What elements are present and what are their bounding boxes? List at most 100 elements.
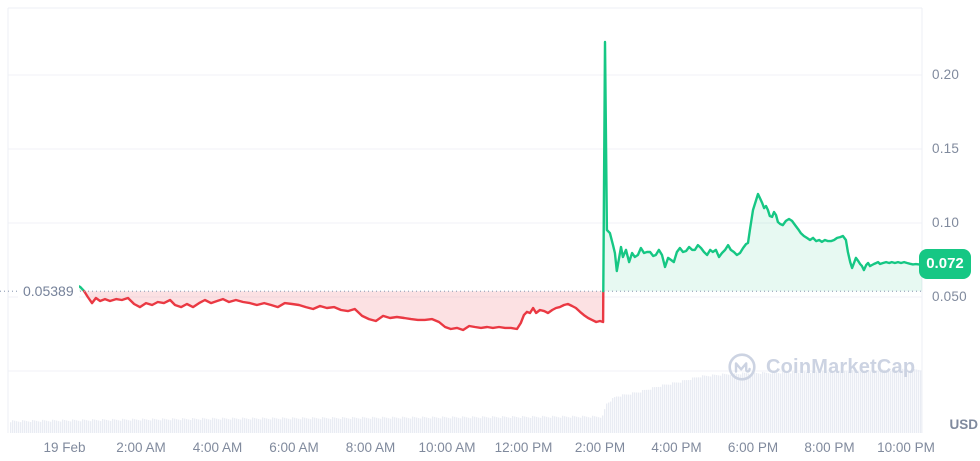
volume-bar bbox=[920, 370, 922, 433]
volume-bar bbox=[678, 382, 680, 433]
volume-bar bbox=[778, 373, 780, 433]
volume-bar bbox=[796, 372, 798, 433]
volume-bar bbox=[770, 373, 772, 433]
volume-bar bbox=[258, 418, 260, 433]
volume-bar bbox=[290, 419, 292, 433]
volume-bar bbox=[626, 394, 628, 433]
volume-bar bbox=[140, 420, 142, 433]
volume-bar bbox=[218, 419, 220, 433]
volume-bar bbox=[470, 418, 472, 433]
coinmarketcap-watermark: CoinMarketCap bbox=[727, 352, 915, 382]
volume-bar bbox=[22, 420, 24, 433]
volume-bar bbox=[502, 416, 504, 433]
volume-bar bbox=[448, 417, 450, 433]
volume-bar bbox=[746, 373, 748, 433]
volume-bar bbox=[134, 419, 136, 433]
volume-bar bbox=[498, 417, 500, 433]
volume-bar bbox=[750, 374, 752, 433]
volume-bar bbox=[532, 415, 534, 433]
volume-bar bbox=[616, 396, 618, 433]
volume-bar bbox=[354, 417, 356, 433]
volume-bar bbox=[104, 419, 106, 433]
volume-bar bbox=[900, 370, 902, 433]
volume-bar bbox=[884, 369, 886, 433]
volume-bar bbox=[478, 417, 480, 433]
volume-bar bbox=[486, 417, 488, 433]
volume-bar bbox=[720, 375, 722, 433]
volume-bar bbox=[298, 418, 300, 433]
volume-bar bbox=[708, 376, 710, 433]
volume-bar bbox=[854, 370, 856, 433]
volume-bar bbox=[220, 419, 222, 433]
volume-bar bbox=[724, 373, 726, 433]
volume-bar bbox=[362, 416, 364, 433]
volume-bar bbox=[726, 374, 728, 433]
volume-bar bbox=[474, 416, 476, 433]
volume-bar bbox=[156, 419, 158, 433]
x-tick-label: 4:00 AM bbox=[192, 440, 243, 455]
volume-bar bbox=[540, 417, 542, 433]
volume-bar bbox=[236, 418, 238, 433]
volume-bar bbox=[674, 382, 676, 433]
volume-bar bbox=[910, 370, 912, 433]
volume-bar bbox=[490, 418, 492, 433]
volume-bar bbox=[398, 418, 400, 433]
volume-bar bbox=[524, 416, 526, 433]
current-price-value: 0.072 bbox=[926, 255, 964, 273]
volume-bar bbox=[864, 370, 866, 433]
volume-bar bbox=[116, 419, 118, 433]
volume-bar bbox=[24, 420, 26, 433]
volume-bar bbox=[438, 417, 440, 433]
volume-bar bbox=[132, 418, 134, 433]
volume-bar bbox=[878, 370, 880, 433]
volume-bar bbox=[202, 417, 204, 433]
volume-bar bbox=[582, 415, 584, 433]
volume-bar bbox=[20, 422, 22, 433]
volume-bar bbox=[804, 371, 806, 433]
volume-bar bbox=[634, 392, 636, 433]
volume-bar bbox=[194, 418, 196, 433]
volume-bar bbox=[222, 417, 224, 433]
volume-bar bbox=[62, 419, 64, 433]
volume-bar bbox=[808, 372, 810, 433]
volume-bar bbox=[894, 369, 896, 433]
volume-bar bbox=[606, 403, 608, 433]
volume-bar bbox=[866, 370, 868, 433]
volume-bar bbox=[654, 387, 656, 433]
volume-bar bbox=[252, 417, 254, 433]
volume-bar bbox=[596, 416, 598, 433]
volume-bar bbox=[284, 417, 286, 433]
volume-bar bbox=[752, 372, 754, 433]
volume-bar bbox=[618, 396, 620, 433]
volume-bar bbox=[348, 418, 350, 433]
volume-bar bbox=[148, 419, 150, 433]
volume-bar bbox=[722, 373, 724, 433]
volume-bar bbox=[346, 417, 348, 433]
volume-bar bbox=[534, 416, 536, 433]
volume-bar bbox=[48, 421, 50, 433]
x-tick-label: 12:00 PM bbox=[494, 440, 553, 455]
volume-bar bbox=[56, 420, 58, 433]
volume-bar bbox=[450, 418, 452, 433]
volume-bar bbox=[98, 420, 100, 433]
volume-bar bbox=[544, 416, 546, 433]
volume-bar bbox=[488, 417, 490, 433]
volume-bar bbox=[78, 420, 80, 433]
volume-bar bbox=[538, 417, 540, 433]
volume-bar bbox=[494, 416, 496, 433]
volume-bar bbox=[424, 417, 426, 433]
volume-bar bbox=[458, 417, 460, 433]
volume-bar bbox=[38, 421, 40, 433]
volume-bar bbox=[344, 417, 346, 433]
volume-bar bbox=[420, 418, 422, 433]
volume-bar bbox=[898, 370, 900, 433]
volume-bar bbox=[860, 371, 862, 433]
volume-bar bbox=[656, 387, 658, 433]
x-tick-label: 8:00 PM bbox=[804, 440, 855, 455]
volume-bar bbox=[180, 420, 182, 433]
volume-bar bbox=[510, 418, 512, 433]
volume-bar bbox=[304, 417, 306, 433]
volume-bar bbox=[112, 418, 114, 433]
volume-bar bbox=[728, 374, 730, 433]
